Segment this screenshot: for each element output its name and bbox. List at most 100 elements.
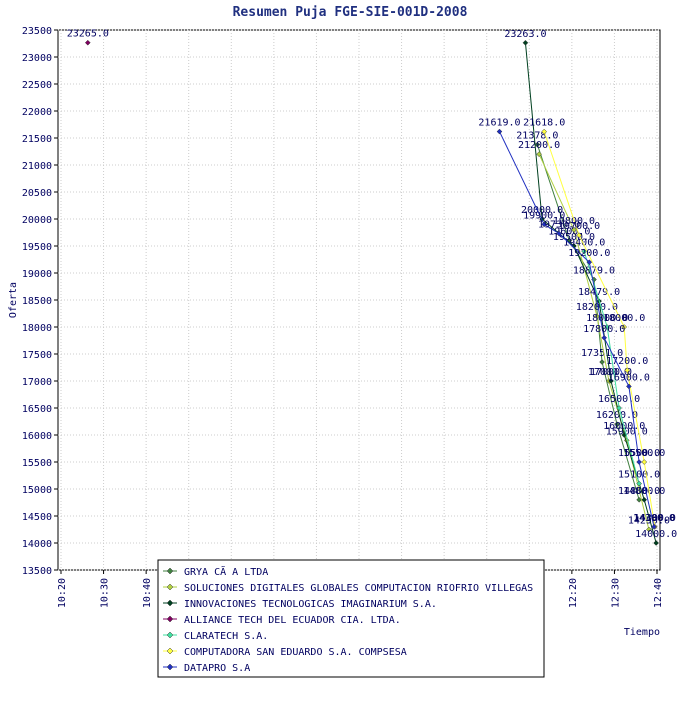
legend: GRYA CÃ A LTDA SOLUCIONES DIGITALES GLOBA… <box>157 559 545 678</box>
point-marker <box>541 221 548 228</box>
data-label: 19700.0 <box>558 221 600 232</box>
series-line <box>524 42 657 544</box>
data-label: 14300.0 <box>633 513 675 524</box>
x-tick-label: 12:20 <box>568 578 579 608</box>
legend-marker <box>166 647 174 655</box>
y-tick-label: 21500 <box>22 134 52 145</box>
data-label: 18000.0 <box>586 313 628 324</box>
y-tick-label: 14500 <box>22 512 52 523</box>
legend-marker <box>166 631 174 639</box>
data-label: 15500.0 <box>623 448 665 459</box>
y-tick-label: 16500 <box>22 404 52 415</box>
x-tick-label: 12:40 <box>653 578 664 608</box>
point-marker <box>626 383 632 390</box>
y-tick-label: 22000 <box>22 107 52 118</box>
data-label: 17000.0 <box>588 367 630 378</box>
data-label: 18479.0 <box>578 287 620 298</box>
data-label: 19400.0 <box>563 237 605 248</box>
data-label: 15900.0 <box>606 426 648 437</box>
data-label: 19900.0 <box>523 210 565 221</box>
legend-box <box>157 559 545 678</box>
series-line <box>543 131 656 527</box>
legend-label: INNOVACIONES TECNOLOGICAS IMAGINARIUM S.… <box>184 599 437 610</box>
data-label: 16200.0 <box>596 410 638 421</box>
y-tick-label: 13500 <box>22 566 52 577</box>
point-marker <box>641 496 648 503</box>
legend-label: CLARATECH S.A. <box>184 631 268 642</box>
data-label: 21618.0 <box>523 118 565 129</box>
y-tick-label: 17500 <box>22 350 52 361</box>
point-marker <box>581 248 588 255</box>
data-label: 17800.0 <box>583 324 625 335</box>
point-marker <box>624 367 631 374</box>
legend-label: COMPUTADORA SAN EDUARDO S.A. COMPSESA <box>184 647 407 658</box>
y-tick-label: 22500 <box>22 80 52 91</box>
point-marker <box>608 378 614 384</box>
legend-label: SOLUCIONES DIGITALES GLOBALES COMPUTACIO… <box>184 583 533 594</box>
legend-marker <box>166 583 174 591</box>
chart-title: Resumen Puja FGE-SIE-001D-2008 <box>233 5 468 20</box>
point-marker <box>616 405 622 411</box>
y-tick-label: 21000 <box>22 161 52 172</box>
data-label: 19500.0 <box>553 232 595 243</box>
data-label: 23265.0 <box>67 29 109 40</box>
legend-marker <box>166 663 174 671</box>
data-label: 23263.0 <box>504 29 546 40</box>
y-tick-label: 16000 <box>22 431 52 442</box>
point-marker <box>571 243 577 249</box>
point-marker <box>571 226 577 233</box>
x-tick-label: 12:30 <box>610 578 621 608</box>
x-tick-label: 10:20 <box>57 578 68 608</box>
legend-marker <box>166 599 174 607</box>
y-tick-label: 20000 <box>22 215 52 226</box>
data-label: 19600.0 <box>548 227 590 238</box>
series-line <box>583 251 640 484</box>
series-layer: 21378.0 19600.0 18879.0 17351.0 16200.0 14800… <box>67 29 677 546</box>
y-tick-label: 23500 <box>22 26 52 37</box>
point-marker <box>641 459 648 465</box>
legend-label: DATAPRO S.A <box>184 663 250 674</box>
y-tick-label: 23000 <box>22 53 52 64</box>
data-label: 18000.0 <box>603 313 645 324</box>
y-tick-label: 19500 <box>22 242 52 253</box>
point-marker <box>621 324 628 330</box>
x-tick-label: 10:40 <box>142 578 153 608</box>
data-label: 14300.0 <box>634 513 676 524</box>
x-axis-label: Tiempo <box>624 627 660 638</box>
data-label: 14000.0 <box>635 529 677 540</box>
data-label: 21200.0 <box>518 140 560 151</box>
point-marker <box>604 324 611 330</box>
data-label: 17000.0 <box>590 367 632 378</box>
data-label: 17351.0 <box>581 348 623 359</box>
point-marker <box>646 526 652 533</box>
y-tick-label: 18000 <box>22 323 52 334</box>
point-marker <box>636 496 642 503</box>
point-marker <box>522 39 529 46</box>
point-marker <box>586 259 593 266</box>
data-label: 17200.0 <box>606 356 648 367</box>
y-tick-label: 20500 <box>22 188 52 199</box>
legend-marker <box>166 615 174 623</box>
legend-label: ALLIANCE TECH DEL ECUADOR CIA. LTDA. <box>184 615 401 626</box>
point-marker <box>601 334 608 341</box>
data-label: 20000.0 <box>521 205 563 216</box>
point-marker <box>614 421 620 428</box>
data-label: 18879.0 <box>573 266 615 277</box>
data-label: 21378.0 <box>516 131 558 142</box>
data-label: 15100.0 <box>618 470 660 481</box>
y-axis-label: Oferta <box>8 282 19 318</box>
point-marker <box>636 480 642 487</box>
point-marker <box>536 151 542 158</box>
y-tick-label: 17000 <box>22 377 52 388</box>
point-marker <box>651 523 657 530</box>
data-label: 18200.0 <box>576 302 618 313</box>
data-label: 19730.0 <box>538 220 580 231</box>
y-tick-label: 19000 <box>22 269 52 280</box>
point-marker <box>556 230 562 237</box>
point-marker <box>576 232 582 239</box>
point-marker <box>594 313 600 320</box>
data-label: 16900.0 <box>608 372 650 383</box>
series-line <box>499 131 655 527</box>
point-marker <box>599 359 605 365</box>
point-marker <box>541 128 548 135</box>
